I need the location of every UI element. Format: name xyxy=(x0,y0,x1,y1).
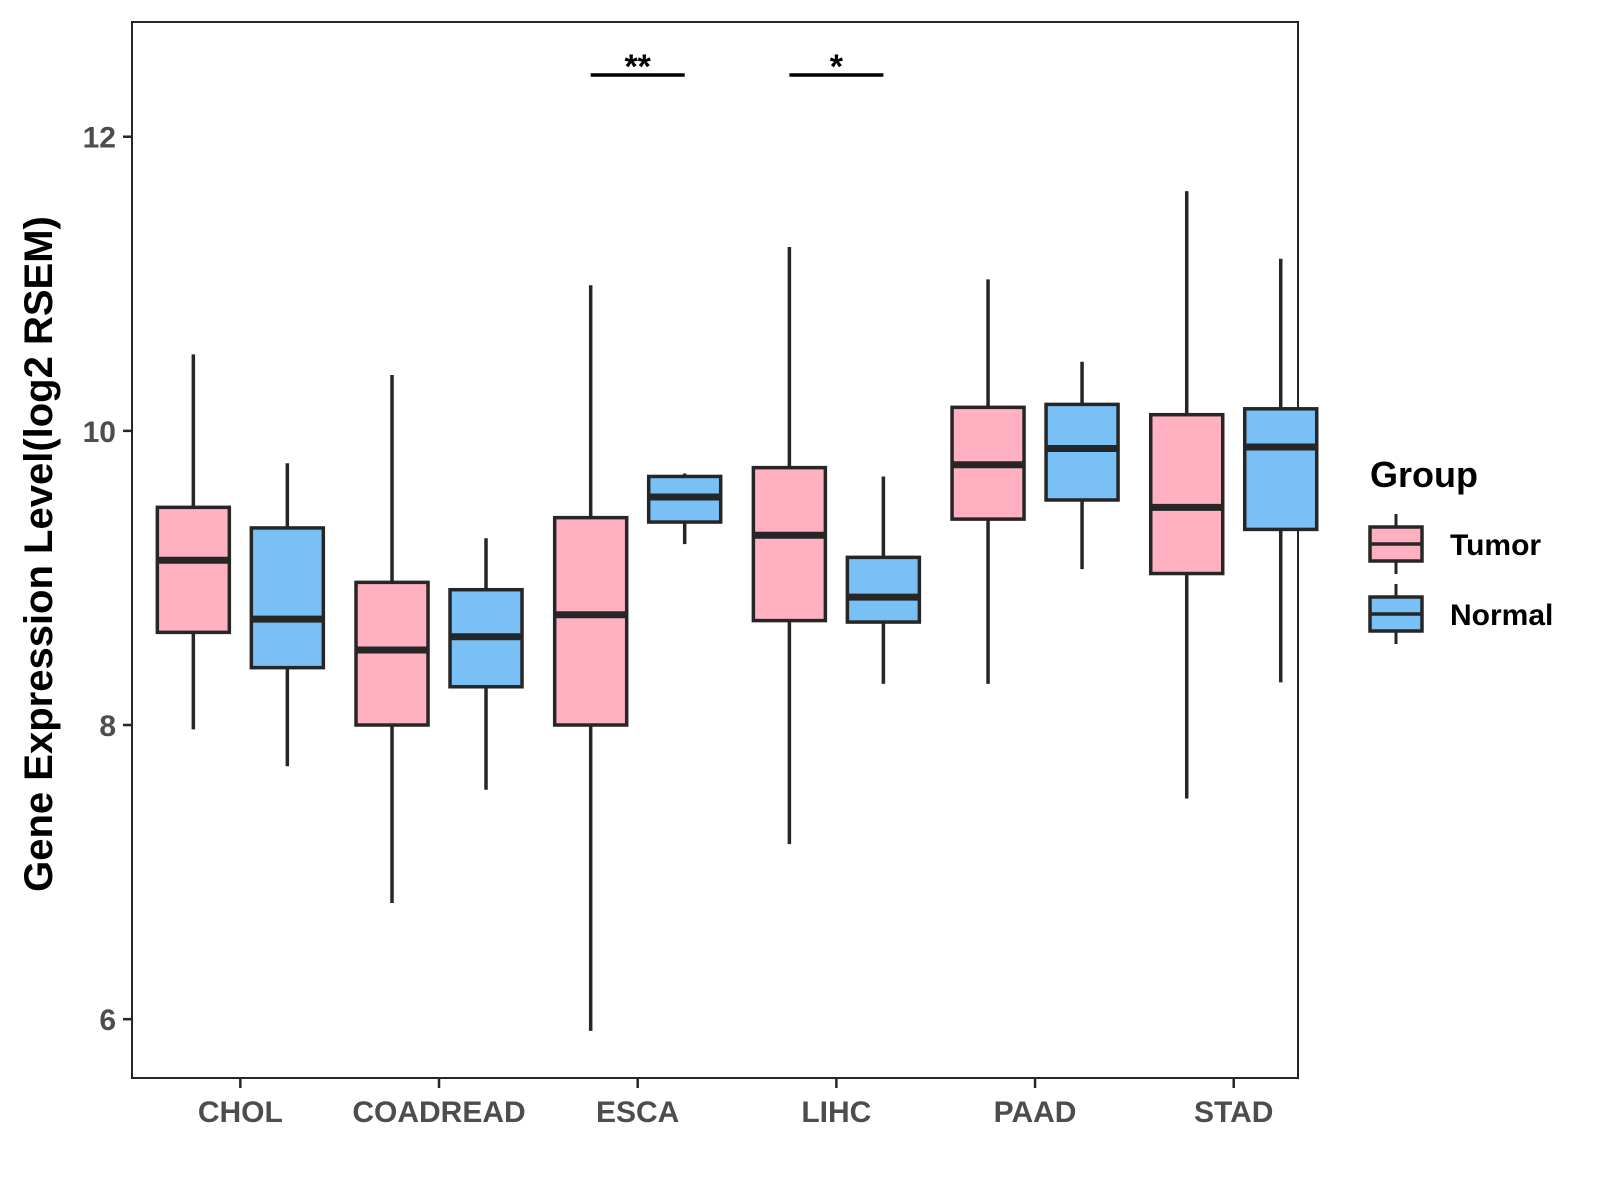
legend-items: Tumor Normal xyxy=(1368,514,1553,644)
box-tumor-coadread xyxy=(354,374,430,903)
x-tick-label-stad: STAD xyxy=(1194,1096,1273,1129)
box-body-normal-paad xyxy=(1044,402,1120,502)
box-tumor-stad xyxy=(1148,191,1225,799)
significance-label-lihc: * xyxy=(830,48,844,86)
y-tick-label-12: 12 xyxy=(83,122,116,155)
box-body-tumor-esca xyxy=(552,515,629,727)
y-axis-title: Gene Expression Level(log2 RSEM) xyxy=(17,216,61,892)
legend-item-normal: Normal xyxy=(1368,584,1553,644)
box-normal-coadread xyxy=(448,538,524,790)
box-normal-paad xyxy=(1044,361,1120,570)
y-tick-label-8: 8 xyxy=(99,710,116,743)
plot-area xyxy=(131,21,1299,1079)
legend-item-tumor: Tumor xyxy=(1368,514,1541,574)
x-tick-label-paad: PAAD xyxy=(994,1096,1077,1129)
significance-annotations: ** * xyxy=(590,48,884,86)
axes: 6 8 10 12 CHOL COADREAD ESCA LIHC PAAD STAD xyxy=(83,122,1274,1129)
box-normal-stad xyxy=(1242,258,1319,683)
y-tick-label-10: 10 xyxy=(83,416,116,449)
box-normal-esca xyxy=(646,473,723,545)
box-body-tumor-lihc xyxy=(751,465,828,623)
box-body-normal-lihc xyxy=(845,555,922,624)
box-tumor-paad xyxy=(950,279,1026,684)
box-tumor-chol xyxy=(155,354,232,730)
boxes-layer xyxy=(155,191,1319,1031)
box-tumor-lihc xyxy=(751,247,828,845)
plot-panel-border xyxy=(131,21,1299,1079)
box-body-tumor-chol xyxy=(155,505,232,635)
box-body-tumor-stad xyxy=(1148,412,1225,576)
legend-title: Group xyxy=(1370,454,1478,495)
legend: Group Tumor Normal xyxy=(1368,454,1553,644)
x-tick-label-lihc: LIHC xyxy=(801,1096,871,1129)
box-body-normal-chol xyxy=(249,526,326,670)
box-body-tumor-coadread xyxy=(354,580,430,727)
box-tumor-esca xyxy=(552,285,629,1031)
box-normal-lihc xyxy=(845,476,922,684)
x-tick-label-chol: CHOL xyxy=(198,1096,283,1129)
significance-label-esca: ** xyxy=(624,48,651,86)
legend-label-normal: Normal xyxy=(1450,599,1553,632)
x-tick-label-coadread: COADREAD xyxy=(352,1096,525,1129)
box-body-normal-stad xyxy=(1242,407,1319,532)
x-tick-label-esca: ESCA xyxy=(596,1096,679,1129)
box-normal-chol xyxy=(249,463,326,767)
legend-label-tumor: Tumor xyxy=(1450,529,1541,562)
y-tick-label-6: 6 xyxy=(99,1004,116,1037)
